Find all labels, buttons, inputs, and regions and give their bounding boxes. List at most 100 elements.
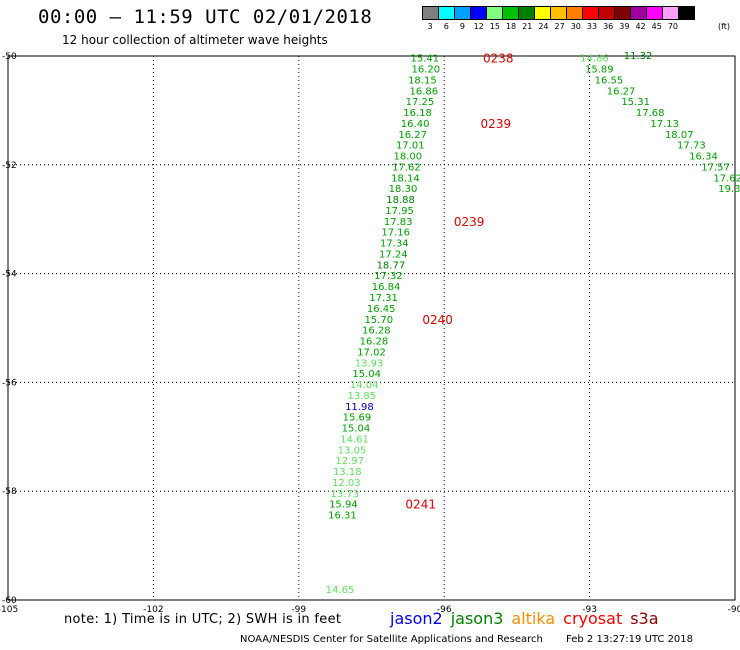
lon-tick-label: -105 — [0, 605, 18, 615]
lat-tick-label: -56 — [2, 378, 17, 388]
plot-frame — [7, 55, 736, 601]
lat-tick-label: -54 — [2, 270, 17, 280]
pass-time-label: 0240 — [422, 313, 453, 327]
pass-time-label: 0239 — [454, 215, 485, 229]
footer: NOAA/NESDIS Center for Satellite Applica… — [240, 634, 693, 645]
swh-value: 16.55 — [595, 75, 624, 86]
lon-tick-label: -102 — [143, 605, 163, 615]
swh-value: 16.20 — [411, 65, 440, 76]
pass-time-label: 0239 — [481, 117, 512, 131]
swh-value: 19.36 — [718, 184, 740, 195]
swh-value: 13.05 — [338, 445, 367, 456]
footer-credit: NOAA/NESDIS Center for Satellite Applica… — [240, 634, 543, 645]
swh-value: 16.40 — [401, 119, 430, 130]
colorbar-label: 3 — [427, 22, 433, 31]
swh-value: 16.31 — [328, 511, 357, 522]
swh-value: 17.62 — [713, 173, 740, 184]
colorbar-label: 70 — [667, 22, 678, 31]
swh-value: 18.30 — [389, 184, 418, 195]
colorbar-label: 12 — [473, 22, 484, 31]
swh-value: 17.83 — [384, 217, 413, 228]
legend-jason3: jason3 — [450, 609, 504, 628]
colorbar-label: 6 — [443, 22, 449, 31]
swh-value: 18.88 — [386, 195, 415, 206]
swh-value: 18.07 — [665, 130, 694, 141]
swh-value: 13.73 — [331, 489, 360, 500]
colorbar — [422, 6, 695, 20]
swh-value: 16.28 — [360, 337, 389, 348]
swh-value: 16.18 — [403, 108, 432, 119]
swh-value: 15.94 — [329, 500, 358, 511]
colorbar-label: 45 — [651, 22, 662, 31]
colorbar-label: 15 — [489, 22, 500, 31]
colorbar-swatch — [678, 6, 695, 20]
swh-value: 12.03 — [332, 478, 361, 489]
lon-tick-label: -90 — [728, 605, 740, 615]
swh-value: 11.98 — [345, 402, 374, 413]
colorbar-label: 33 — [586, 22, 598, 31]
swh-value: 17.31 — [369, 293, 398, 304]
footer-timestamp: Feb 2 13:27:19 UTC 2018 — [566, 634, 694, 645]
swh-value: 14.04 — [350, 380, 379, 391]
swh-value: 18.14 — [391, 173, 420, 184]
page-subtitle: 12 hour collection of altimeter wave hei… — [62, 33, 328, 47]
swh-value: 13.18 — [333, 467, 362, 478]
pass-time-label: 0238 — [483, 52, 514, 66]
swh-value: 15.70 — [364, 315, 393, 326]
colorbar-label: 30 — [570, 22, 581, 31]
swh-value: 16.84 — [372, 282, 401, 293]
pass-time-label: 0241 — [405, 498, 436, 512]
swh-value: 16.27 — [398, 130, 427, 141]
swh-value: 15.69 — [343, 413, 372, 424]
swh-value: 15.04 — [342, 424, 371, 435]
swh-value: 17.73 — [677, 141, 706, 152]
swh-value: 12.97 — [335, 456, 364, 467]
colorbar-label: 18 — [505, 22, 517, 31]
lon-tick-label: -99 — [291, 605, 306, 615]
legend-altika: altika — [511, 609, 556, 628]
swh-value: 17.01 — [396, 141, 425, 152]
swh-value: 18.00 — [394, 152, 423, 163]
colorbar-label: 27 — [554, 22, 565, 31]
lat-tick-label: -50 — [2, 52, 17, 62]
legend-s3a: s3a — [630, 609, 659, 628]
colorbar-label: 24 — [538, 22, 549, 31]
swh-value: 17.13 — [650, 119, 679, 130]
lon-tick-label: -93 — [582, 605, 597, 615]
swh-value: 17.95 — [385, 206, 414, 217]
swh-value: 14.61 — [340, 434, 369, 445]
swh-value: 17.34 — [380, 239, 409, 250]
colorbar-unit: (ft) — [718, 22, 731, 31]
swh-value: 15.04 — [352, 369, 381, 380]
swh-value: 16.34 — [689, 152, 718, 163]
swh-value: 14.86 — [580, 54, 609, 65]
swh-value: 18.15 — [408, 75, 437, 86]
swh-value: 17.68 — [636, 108, 665, 119]
page-title: 00:00 – 11:59 UTC 02/01/2018 — [38, 6, 373, 28]
swh-value: 18.77 — [377, 260, 406, 271]
legend-cryosat: cryosat — [563, 609, 623, 628]
swh-value: 17.24 — [379, 249, 408, 260]
legend-jason2: jason2 — [390, 609, 443, 628]
swh-value: 17.32 — [374, 271, 403, 282]
swh-value: 16.45 — [367, 304, 396, 315]
lon-tick-label: -96 — [437, 605, 452, 615]
swh-value: 15.31 — [621, 97, 650, 108]
swh-value: 17.57 — [701, 162, 730, 173]
colorbar-label: 42 — [635, 22, 646, 31]
swh-value: 16.28 — [362, 326, 391, 337]
colorbar-label: 39 — [619, 22, 630, 31]
swh-value: 17.02 — [357, 347, 386, 358]
lat-tick-label: -58 — [2, 487, 17, 497]
swh-value: 17.16 — [381, 228, 410, 239]
swh-value: 13.93 — [355, 358, 384, 369]
swh-value: 17.25 — [406, 97, 435, 108]
swh-value: 11.32 — [624, 51, 653, 62]
swh-value: 17.62 — [392, 162, 421, 173]
swh-value: 14.65 — [326, 585, 355, 596]
swh-value: 16.86 — [410, 86, 439, 97]
swh-value: 15.41 — [410, 54, 439, 65]
colorbar-label: 9 — [459, 22, 466, 31]
lat-tick-label: -52 — [2, 161, 17, 171]
lat-tick-label: -60 — [2, 596, 17, 606]
